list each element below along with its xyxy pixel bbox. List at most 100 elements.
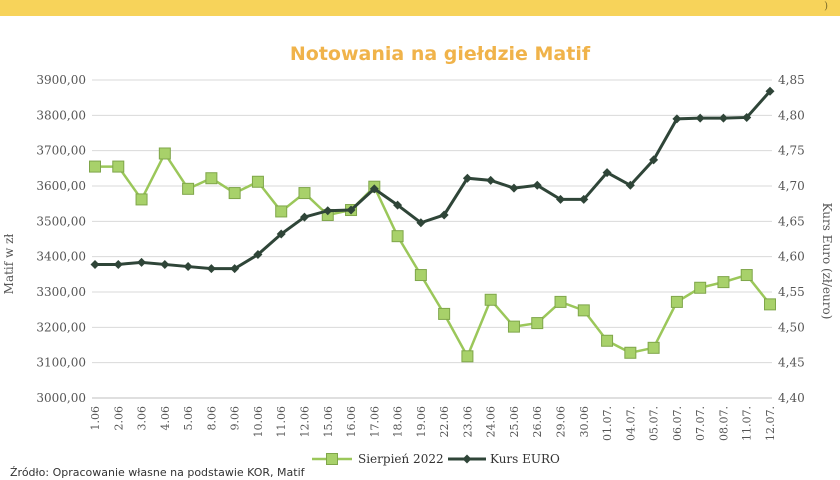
data-point-square bbox=[112, 160, 125, 173]
data-point-square bbox=[461, 350, 474, 363]
data-point-diamond bbox=[90, 259, 100, 269]
legend: Sierpień 2022 Kurs EURO bbox=[312, 452, 560, 466]
x-tick-label: 12.07. bbox=[764, 406, 777, 441]
data-point-diamond bbox=[439, 210, 449, 220]
data-point-square bbox=[158, 147, 171, 160]
y-tick-label: 3200,00 bbox=[36, 320, 86, 334]
data-point-square bbox=[484, 293, 497, 306]
y-tick-label: 3100,00 bbox=[36, 356, 86, 370]
y-axis-label: Matif w zł bbox=[2, 234, 16, 295]
x-tick-label: 12.06 bbox=[298, 406, 311, 438]
grid bbox=[92, 79, 772, 399]
x-tick-label: 11.07. bbox=[741, 406, 754, 441]
x-tick-label: 24.06 bbox=[485, 406, 498, 438]
x-tick-label: 5.06 bbox=[182, 406, 195, 431]
data-point-diamond bbox=[556, 194, 566, 204]
data-point-square bbox=[135, 193, 148, 206]
data-point-square bbox=[298, 187, 311, 200]
x-tick-label: 9.06 bbox=[229, 406, 242, 431]
y2-tick-label: 4,50 bbox=[778, 320, 805, 334]
x-tick-label: 26.06 bbox=[531, 406, 544, 438]
data-point-diamond bbox=[649, 155, 659, 165]
data-point-diamond bbox=[276, 229, 286, 239]
data-point-diamond bbox=[160, 259, 170, 269]
data-point-diamond bbox=[323, 206, 333, 216]
data-point-square bbox=[414, 269, 427, 282]
x-tick-label: 2.06 bbox=[112, 406, 125, 431]
series-line-0 bbox=[95, 151, 771, 360]
data-point-square bbox=[251, 175, 264, 188]
data-point-diamond bbox=[742, 112, 752, 122]
x-tick-label: 04.07. bbox=[624, 406, 637, 441]
data-point-square bbox=[764, 298, 776, 311]
data-point-diamond bbox=[253, 250, 263, 260]
data-point-square bbox=[740, 269, 753, 282]
data-point-square bbox=[531, 317, 544, 330]
x-tick-label: 18.06 bbox=[392, 406, 405, 438]
data-point-square bbox=[717, 276, 730, 289]
data-point-square bbox=[647, 341, 660, 354]
data-point-diamond bbox=[462, 173, 472, 183]
data-point-square bbox=[670, 295, 683, 308]
source-note: Źródło: Opracowanie własne na podstawie … bbox=[10, 466, 305, 479]
x-tick-label: 19.06 bbox=[415, 406, 428, 438]
top-banner: ) bbox=[0, 0, 840, 16]
data-point-diamond bbox=[183, 262, 193, 272]
data-point-diamond bbox=[765, 86, 775, 96]
x-tick-label: 29.06 bbox=[555, 406, 568, 438]
y-tick-label: 3700,00 bbox=[36, 144, 86, 158]
data-point-square bbox=[391, 230, 404, 243]
x-tick-label: 08.07. bbox=[717, 406, 730, 441]
data-point-square bbox=[438, 307, 451, 320]
axes: 3000,00 3100,00 3200,00 3300,00 3400,00 3500,… bbox=[36, 73, 804, 441]
x-tick-label: 05.07. bbox=[648, 406, 661, 441]
y2-tick-label: 4,55 bbox=[778, 285, 805, 299]
data-point-diamond bbox=[602, 168, 612, 178]
data-point-square bbox=[694, 281, 707, 294]
data-point-square bbox=[182, 182, 195, 195]
data-point-diamond bbox=[509, 183, 519, 193]
y2-tick-label: 4,75 bbox=[778, 144, 805, 158]
x-tick-label: 4.06 bbox=[159, 406, 172, 431]
y2-tick-label: 4,40 bbox=[778, 391, 805, 405]
y2-tick-label: 4,65 bbox=[778, 214, 805, 228]
x-tick-label: 3.06 bbox=[136, 406, 149, 431]
y-tick-label: 3600,00 bbox=[36, 179, 86, 193]
legend-label-1: Kurs EURO bbox=[490, 452, 560, 466]
data-point-square bbox=[205, 172, 218, 185]
data-point-square bbox=[554, 295, 567, 308]
x-tick-label: 30.06 bbox=[578, 406, 591, 438]
data-point-square bbox=[507, 320, 520, 333]
chart-title: Notowania na giełdzie Matif bbox=[290, 43, 591, 65]
y2-tick-label: 4,60 bbox=[778, 250, 805, 264]
y2-tick-label: 4,70 bbox=[778, 179, 805, 193]
data-point-diamond bbox=[416, 218, 426, 228]
data-point-diamond bbox=[230, 264, 240, 274]
series bbox=[89, 86, 776, 363]
data-point-diamond bbox=[299, 212, 309, 222]
x-tick-label: 17.06 bbox=[368, 406, 381, 438]
y2-tick-label: 4,45 bbox=[778, 356, 805, 370]
x-tick-label: 11.06 bbox=[275, 406, 288, 438]
y-tick-label: 3300,00 bbox=[36, 285, 86, 299]
x-tick-label: 07.07. bbox=[694, 406, 707, 441]
data-point-square bbox=[601, 334, 614, 347]
data-point-diamond bbox=[369, 184, 379, 194]
data-point-diamond bbox=[579, 194, 589, 204]
y2-tick-label: 4,85 bbox=[778, 73, 805, 87]
y2-axis-label: Kurs Euro (zł/euro) bbox=[820, 203, 834, 320]
y-tick-label: 3800,00 bbox=[36, 108, 86, 122]
x-tick-label: 8.06 bbox=[205, 406, 218, 431]
data-point-diamond bbox=[672, 114, 682, 124]
data-point-diamond bbox=[113, 259, 123, 269]
data-point-square bbox=[577, 304, 590, 317]
x-tick-label: 16.06 bbox=[345, 406, 358, 438]
data-point-square bbox=[624, 346, 637, 359]
data-point-square bbox=[228, 187, 241, 200]
data-point-diamond bbox=[532, 180, 542, 190]
x-tick-label: 25.06 bbox=[508, 406, 521, 438]
x-tick-label: 1.06 bbox=[89, 406, 102, 431]
x-tick-label: 22.06 bbox=[438, 406, 451, 438]
y-tick-label: 3500,00 bbox=[36, 214, 86, 228]
